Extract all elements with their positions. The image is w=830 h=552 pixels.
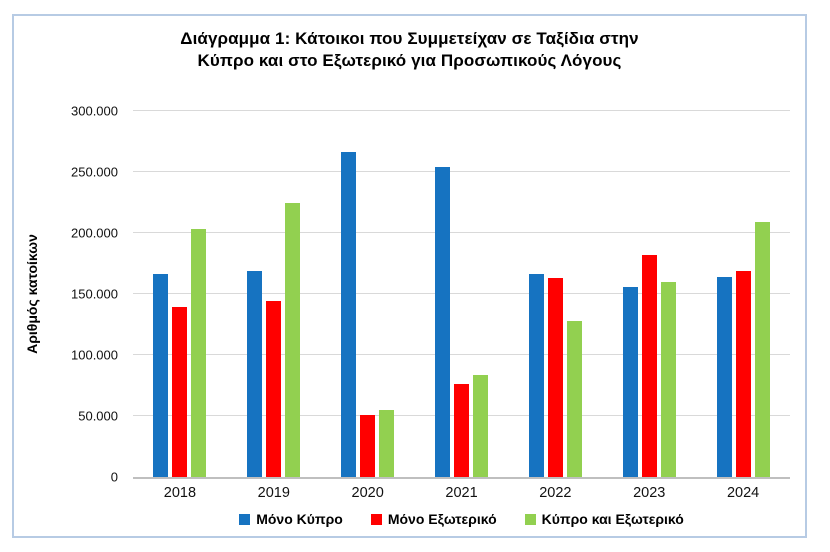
bar <box>191 229 207 477</box>
bar-group-2019 <box>227 111 321 477</box>
gridline <box>133 171 790 172</box>
chart-title-line2: Κύπρο και στο Εξωτερικό για Προσωπικούς … <box>197 51 622 71</box>
bar <box>547 278 563 477</box>
bar <box>716 276 732 477</box>
bar <box>172 307 188 477</box>
chart-title: Διάγραμμα 1: Κάτοικοι που Συμμετείχαν σε… <box>14 28 805 73</box>
legend-item: Κύπρο και Εξωτερικό <box>524 511 684 527</box>
legend-item: Μόνο Κύπρο <box>239 511 343 527</box>
bar <box>660 281 676 477</box>
bar-group-2023 <box>602 111 696 477</box>
x-category-label: 2019 <box>257 485 290 501</box>
bar <box>641 254 657 477</box>
bar <box>435 167 450 477</box>
bar <box>360 414 376 477</box>
x-axis-labels: 2018 2019 2020 2021 2022 2023 2024 <box>133 485 790 501</box>
y-tick-label: 250.000 <box>71 164 118 180</box>
bar-group-2022 <box>508 111 602 477</box>
legend-item: Μόνο Εξωτερικό <box>370 511 497 527</box>
bar <box>341 152 357 477</box>
legend-swatch-icon <box>524 513 536 525</box>
bar-group-2024 <box>696 111 790 477</box>
legend: Μόνο Κύπρο Μόνο Εξωτερικό Κύπρο και Εξωτερ… <box>133 511 790 527</box>
x-category-label: 2022 <box>539 485 572 501</box>
legend-label: Κύπρο και Εξωτερικό <box>541 511 684 527</box>
y-tick-label: 150.000 <box>71 286 118 302</box>
chart-frame: Διάγραμμα 1: Κάτοικοι που Συμμετείχαν σε… <box>12 14 807 538</box>
bar <box>735 270 751 477</box>
bar <box>473 374 488 477</box>
bar-group-2021 <box>415 111 509 477</box>
y-tick-label: 0 <box>110 469 118 485</box>
legend-label: Μόνο Εξωτερικό <box>387 511 497 527</box>
y-tick-label: 100.000 <box>71 347 118 363</box>
bar <box>622 286 638 477</box>
bar-groups <box>133 111 790 477</box>
legend-swatch-icon <box>239 513 251 525</box>
y-tick-label: 300.000 <box>71 103 118 119</box>
legend-label: Μόνο Κύπρο <box>256 511 343 527</box>
bar <box>379 409 395 477</box>
y-tick-label: 200.000 <box>71 225 118 241</box>
chart-title-line1: Διάγραμμα 1: Κάτοικοι που Συμμετείχαν σε… <box>180 29 639 48</box>
x-category-label: 2024 <box>726 485 760 501</box>
x-category-label: 2021 <box>445 485 478 501</box>
x-category-label: 2018 <box>163 485 197 501</box>
plot-area <box>133 110 790 479</box>
bar <box>153 274 169 477</box>
x-category-label: 2023 <box>633 485 666 501</box>
bar-group-2020 <box>321 111 415 477</box>
y-axis-ticks: 0 50.000 100.000 150.000 200.000 250.000 300.0… <box>14 104 118 485</box>
bar-group-2018 <box>133 111 227 477</box>
bar <box>566 320 582 477</box>
bar <box>454 384 469 477</box>
bar <box>247 270 263 477</box>
gridline <box>133 354 790 355</box>
bar <box>754 222 770 477</box>
legend-swatch-icon <box>370 513 382 525</box>
y-tick-label: 50.000 <box>78 408 118 424</box>
gridline <box>133 293 790 294</box>
bar <box>528 274 544 477</box>
bar <box>266 301 282 477</box>
bar <box>285 202 301 477</box>
gridline <box>133 232 790 233</box>
gridline <box>133 110 790 111</box>
x-category-label: 2020 <box>351 485 384 501</box>
